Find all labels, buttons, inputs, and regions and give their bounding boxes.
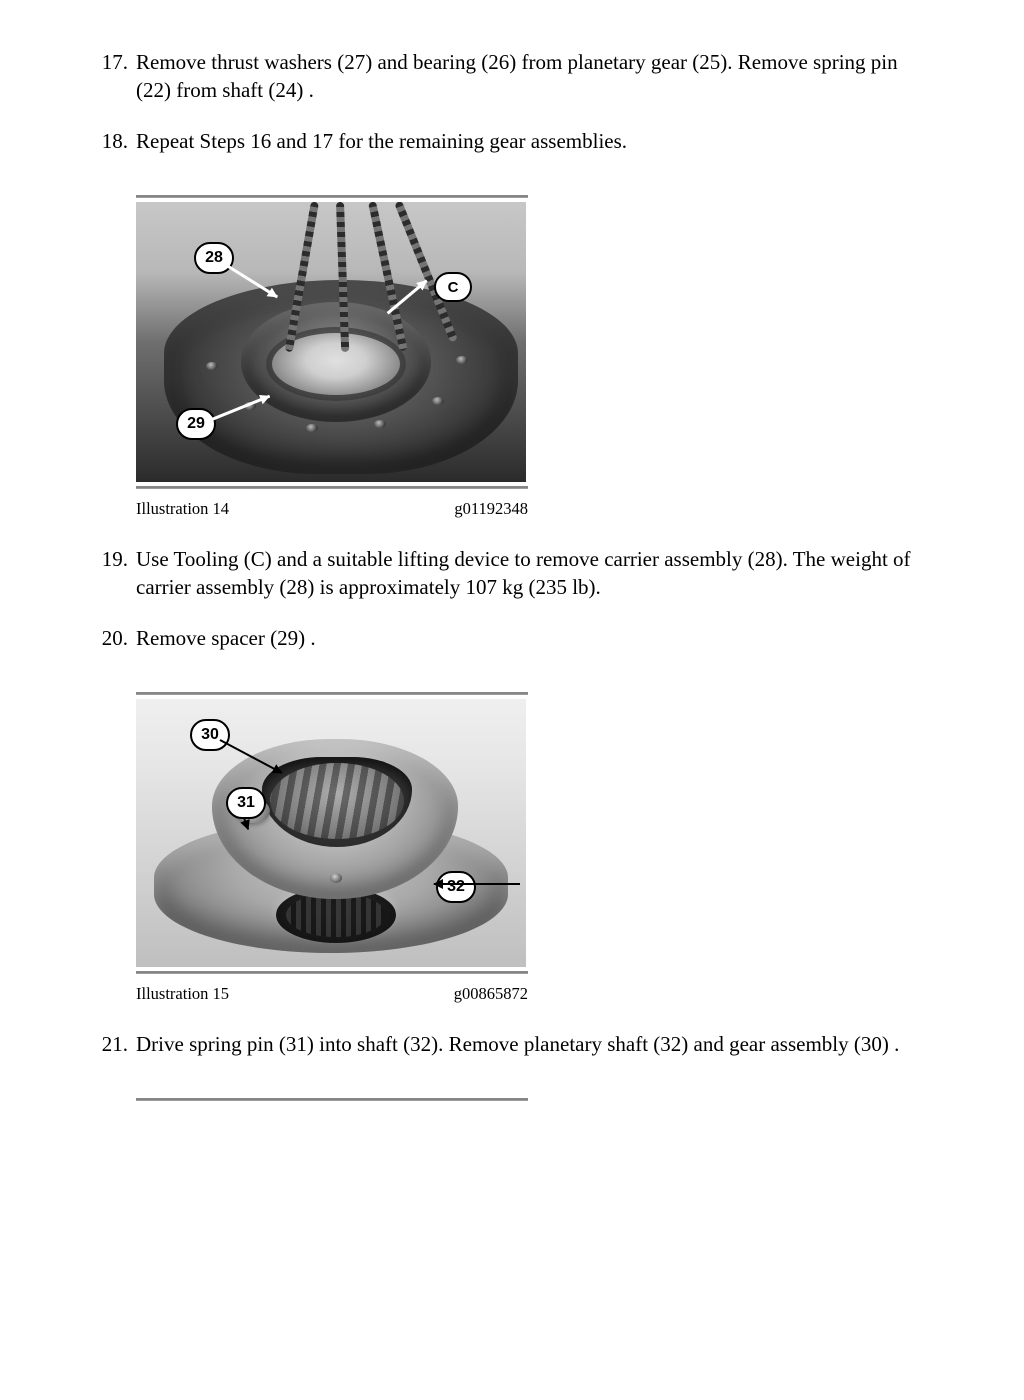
page: 17. Remove thrust washers (27) and beari…: [0, 0, 1024, 1153]
figure-14-image: 28 C 29: [136, 202, 526, 482]
step-20: 20. Remove spacer (29) .: [90, 624, 934, 652]
figure-label: Illustration 15: [136, 984, 229, 1004]
step-19: 19. Use Tooling (C) and a suitable lifti…: [90, 545, 934, 602]
step-list: 19. Use Tooling (C) and a suitable lifti…: [90, 545, 934, 652]
figure-rule: [136, 1098, 528, 1101]
step-text: Drive spring pin (31) into shaft (32). R…: [136, 1030, 934, 1058]
step-text: Repeat Steps 16 and 17 for the remaining…: [136, 127, 934, 155]
figure-code: g01192348: [454, 499, 528, 519]
figure-rule: [136, 692, 528, 695]
step-text: Remove spacer (29) .: [136, 624, 934, 652]
step-number: 17.: [90, 48, 136, 76]
step-17: 17. Remove thrust washers (27) and beari…: [90, 48, 934, 105]
step-text: Use Tooling (C) and a suitable lifting d…: [136, 545, 934, 602]
leader-line: [434, 883, 520, 885]
leader-line: [243, 818, 249, 830]
figure-rule: [136, 486, 528, 489]
step-number: 21.: [90, 1030, 136, 1058]
step-number: 19.: [90, 545, 136, 573]
shaft-end: [330, 873, 342, 883]
step-21: 21. Drive spring pin (31) into shaft (32…: [90, 1030, 934, 1058]
callout-c: C: [434, 272, 472, 302]
figure-14: 28 C 29 Illustration 14 g01192348: [136, 195, 934, 519]
planetary-gear: [270, 763, 404, 839]
step-number: 20.: [90, 624, 136, 652]
figure-label: Illustration 14: [136, 499, 229, 519]
step-18: 18. Repeat Steps 16 and 17 for the remai…: [90, 127, 934, 155]
step-list: 21. Drive spring pin (31) into shaft (32…: [90, 1030, 934, 1058]
figure-15-caption: Illustration 15 g00865872: [136, 984, 528, 1004]
bolt: [374, 420, 386, 428]
step-number: 18.: [90, 127, 136, 155]
figure-15: 30 31 32 Illustration 15 g00865872: [136, 692, 934, 1004]
bolt: [432, 397, 444, 405]
bolt: [306, 424, 318, 432]
step-text: Remove thrust washers (27) and bearing (…: [136, 48, 934, 105]
callout-31: 31: [226, 787, 266, 819]
figure-rule: [136, 971, 528, 974]
callout-29: 29: [176, 408, 216, 440]
figure-15-image: 30 31 32: [136, 699, 526, 967]
callout-28: 28: [194, 242, 234, 274]
bolt: [456, 356, 468, 364]
step-list: 17. Remove thrust washers (27) and beari…: [90, 48, 934, 155]
figure-14-caption: Illustration 14 g01192348: [136, 499, 528, 519]
figure-code: g00865872: [454, 984, 528, 1004]
figure-rule: [136, 195, 528, 198]
bolt: [206, 362, 218, 370]
callout-30: 30: [190, 719, 230, 751]
